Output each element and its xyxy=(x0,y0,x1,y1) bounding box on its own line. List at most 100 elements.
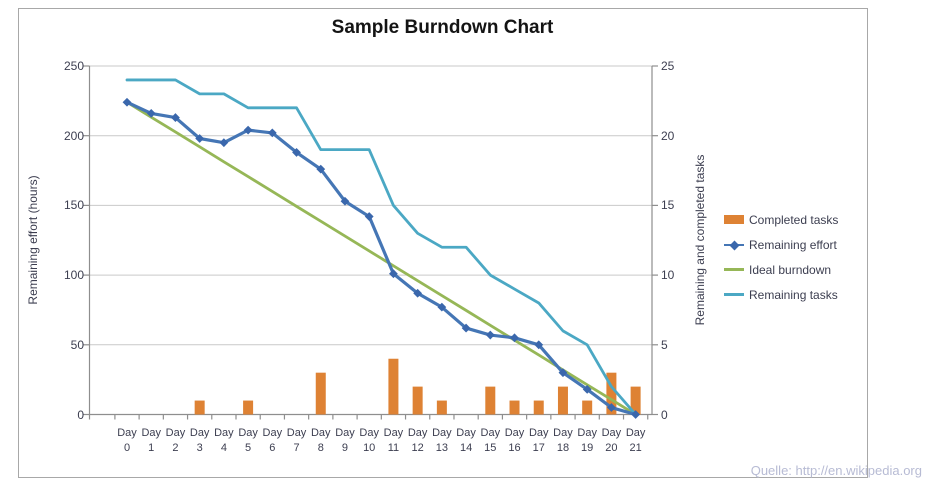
remaining-effort-marker xyxy=(122,97,132,107)
completed-tasks-bar xyxy=(243,400,254,415)
left-axis-tick-label: 100 xyxy=(63,268,84,283)
x-axis-label: Day 13 xyxy=(426,426,458,456)
x-label-number: 1 xyxy=(148,442,155,454)
x-label-word: Day xyxy=(335,427,355,439)
x-axis-label: Day 18 xyxy=(547,426,579,456)
x-label-number: 9 xyxy=(341,442,349,454)
x-axis-label: Day 15 xyxy=(474,426,506,456)
x-label-number: 2 xyxy=(172,442,179,454)
x-label-word: Day xyxy=(383,427,404,439)
x-label-word: Day xyxy=(310,427,331,439)
remaining-tasks-line xyxy=(125,78,638,416)
legend-label: Ideal burndown xyxy=(749,262,832,277)
remaining-effort-marker xyxy=(534,340,544,350)
left-axis-tick-label: 0 xyxy=(77,407,84,422)
remaining-effort-marker xyxy=(437,302,447,312)
remaining-effort-marker xyxy=(364,212,374,221)
left-axis-tick-label: 50 xyxy=(70,337,84,352)
x-label-word: Day xyxy=(359,427,379,439)
x-label-number: 0 xyxy=(123,442,131,454)
chart-title: Sample Burndown Chart xyxy=(331,17,554,38)
completed-tasks-bar xyxy=(412,386,423,415)
x-label-word: Day xyxy=(262,427,283,439)
x-label-number: 17 xyxy=(532,442,545,454)
x-label-number: 18 xyxy=(556,442,570,454)
x-label-word: Day xyxy=(625,427,646,439)
remaining-effort-marker xyxy=(340,196,350,206)
x-axis-label: Day 17 xyxy=(523,426,555,456)
legend-swatch-line-diamond-icon xyxy=(724,240,744,250)
left-axis-tick-label: 150 xyxy=(63,198,84,213)
chart-frame xyxy=(18,8,868,478)
x-axis-label: Day 8 xyxy=(305,426,337,456)
x-label-number: 8 xyxy=(317,442,324,454)
completed-tasks-bar xyxy=(606,372,617,415)
x-axis-label: Day 0 xyxy=(111,426,143,456)
x-axis-label: Day 1 xyxy=(135,426,167,456)
legend-item-remaining-effort: Remaining effort xyxy=(724,236,837,254)
x-label-number: 20 xyxy=(605,442,618,454)
legend-label: Remaining effort xyxy=(749,238,837,252)
completed-tasks-bar xyxy=(436,400,447,415)
x-axis-label: Day 7 xyxy=(281,426,313,456)
right-axis-tick-label: 10 xyxy=(661,268,675,283)
remaining-effort-marker xyxy=(461,323,471,333)
remaining-effort-marker xyxy=(631,410,641,419)
completed-tasks-bar xyxy=(557,386,568,415)
completed-tasks-bar xyxy=(315,372,326,415)
x-axis-label: Day 16 xyxy=(499,426,531,456)
x-label-number: 13 xyxy=(435,442,448,454)
remaining-effort-marker xyxy=(558,368,568,378)
x-label-word: Day xyxy=(601,427,622,439)
remaining-effort-marker xyxy=(146,108,156,118)
x-label-word: Day xyxy=(456,427,476,439)
x-label-number: 12 xyxy=(411,442,424,454)
x-axis-label: Day 14 xyxy=(450,426,482,456)
completed-tasks-bar xyxy=(533,400,544,415)
remaining-effort-marker xyxy=(243,125,253,135)
left-axis-tick-label: 200 xyxy=(63,128,84,143)
legend-label: Completed tasks xyxy=(749,212,839,227)
x-label-word: Day xyxy=(238,427,258,439)
remaining-effort-marker xyxy=(171,113,180,122)
legend-item-remaining-tasks: Remaining tasks xyxy=(724,286,838,304)
left-axis-title: Remaining effort (hours) xyxy=(26,175,40,305)
legend-swatch-line-icon xyxy=(724,290,744,300)
completed-tasks-bar xyxy=(194,400,205,415)
x-label-word: Day xyxy=(214,427,234,439)
x-axis-label: Day 3 xyxy=(184,426,216,456)
x-label-word: Day xyxy=(407,427,428,439)
right-axis-tick-label: 15 xyxy=(661,198,675,213)
remaining-effort-marker xyxy=(510,333,519,343)
remaining-effort-marker xyxy=(195,134,205,143)
x-label-word: Day xyxy=(117,427,137,439)
completed-tasks-bar xyxy=(630,386,641,415)
x-axis-label: Day 10 xyxy=(353,426,385,456)
x-label-word: Day xyxy=(528,427,549,439)
x-axis-label: Day 9 xyxy=(329,426,361,456)
x-axis-label: Day 2 xyxy=(159,426,191,456)
remaining-effort-marker xyxy=(316,164,326,174)
x-label-number: 3 xyxy=(196,442,203,454)
x-axis-label: Day 5 xyxy=(232,426,264,456)
remaining-effort-marker xyxy=(292,148,301,157)
right-axis-tick-label: 25 xyxy=(661,59,675,73)
x-label-number: 15 xyxy=(484,442,497,454)
x-label-word: Day xyxy=(165,427,186,439)
x-axis-label: Day 12 xyxy=(402,426,434,456)
legend-swatch-bar-icon xyxy=(724,215,744,225)
remaining-effort-marker xyxy=(485,330,495,340)
x-axis-label: Day 20 xyxy=(595,426,627,456)
remaining-effort-marker xyxy=(582,385,592,394)
x-label-word: Day xyxy=(504,427,525,439)
remaining-effort-marker xyxy=(267,128,277,138)
right-axis-tick-label: 0 xyxy=(661,407,668,422)
legend-swatch-line-icon xyxy=(724,265,744,275)
x-label-number: 19 xyxy=(581,442,594,454)
remaining-effort-marker xyxy=(607,403,616,412)
x-label-word: Day xyxy=(432,427,452,439)
completed-tasks-bar xyxy=(509,400,520,415)
remaining-effort-marker xyxy=(389,269,398,279)
x-axis-label: Day 6 xyxy=(256,426,288,456)
